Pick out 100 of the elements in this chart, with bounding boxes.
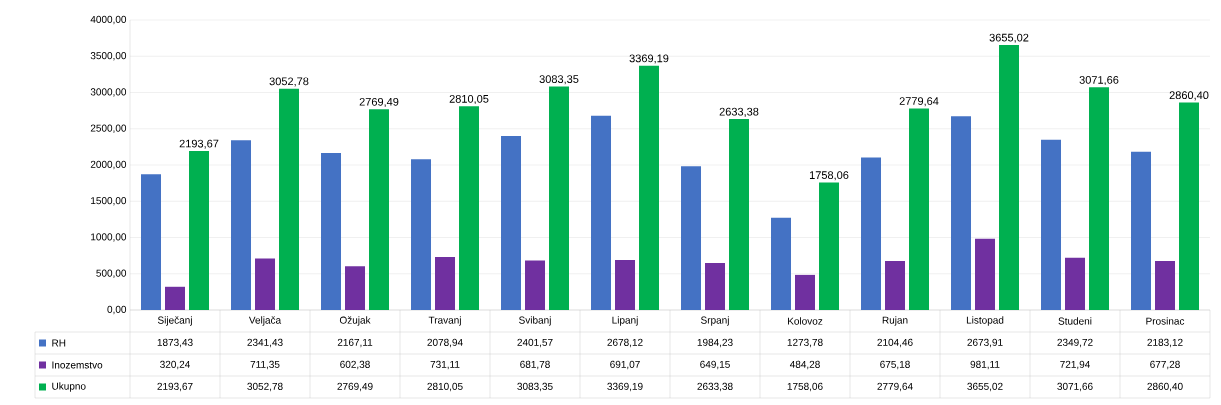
data-label: 2183,12 [1147,338,1183,348]
bar [909,108,930,310]
bar [231,140,252,310]
annotation: 3655,02 [989,33,1029,43]
data-label: 649,15 [700,360,730,370]
x-tick-label: Veljača [248,316,282,326]
bar [681,166,702,310]
y-tick-label: 0,00 [107,305,127,315]
bar [771,217,792,310]
y-tick-label: 3500,00 [90,52,127,61]
bar [189,150,210,310]
data-label: 677,28 [1150,360,1180,370]
data-label: 2779,64 [877,382,913,392]
y-tick-label: 1500,00 [91,197,127,206]
data-label: 320,24 [160,360,190,370]
bar [1065,257,1086,310]
data-label: 2633,38 [697,382,733,392]
x-tick-label: Rujan [882,316,908,326]
annotation: 2769,49 [359,97,399,108]
data-label: 484,28 [789,360,820,370]
data-label: 2673,91 [967,338,1003,348]
data-label: 2769,49 [337,382,373,392]
data-label: 2078,94 [427,338,463,348]
data-label: 1873,43 [157,338,193,348]
bar [435,257,456,310]
annotation: 2193,67 [179,139,219,149]
data-label: 1273,78 [787,338,823,348]
bar [165,286,186,310]
bar [795,274,816,310]
data-label: 675,18 [880,360,910,370]
bar [141,174,162,310]
bar [1089,87,1110,310]
data-label: 3369,19 [607,382,643,392]
data-label: 1984,23 [697,338,733,348]
annotation: 2860,40 [1169,91,1209,101]
y-tick-label: 500,00 [96,269,127,278]
data-label: 2349,72 [1057,338,1093,348]
bar [951,116,972,310]
data-label: 3071,66 [1057,382,1093,392]
data-label: 981,11 [970,360,1000,370]
data-label: 2193,67 [157,382,193,392]
bar [591,115,612,310]
y-tick-label: 4000,00 [90,15,127,25]
annotation: 3071,66 [1079,76,1119,86]
data-label: 1758,06 [787,382,823,392]
bar [729,119,750,310]
annotation: 2633,38 [719,107,759,117]
legend-label: Inozemstvo [52,361,103,369]
bar [1155,260,1176,310]
bar [1041,139,1062,310]
x-tick-label: Travanj [428,316,461,326]
bar [705,262,726,310]
bar [369,109,390,310]
annotation: 2810,05 [449,94,489,105]
x-tick-label: Svibanj [519,316,551,326]
annotation: 3083,35 [539,75,579,85]
bar [525,260,546,310]
bar [615,259,636,310]
bar [885,261,906,310]
data-label: 2860,40 [1147,382,1183,392]
data-label: 3052,78 [247,382,283,392]
bar [639,65,660,310]
bar [975,238,996,310]
bar [1179,102,1200,310]
bar [411,159,432,310]
data-label: 2401,57 [517,338,553,348]
x-tick-label: Lipanj [612,316,638,326]
data-label: 711,35 [250,360,280,370]
data-label: 691,07 [610,360,640,370]
x-tick-label: Ožujak [339,316,371,326]
legend-label: Ukupno [52,382,86,392]
bar [861,157,882,310]
bar [459,106,480,310]
data-label: 3083,35 [517,382,553,392]
bar [501,135,522,310]
legend-label: RH [52,339,66,347]
x-tick-label: Prosinac [1146,317,1185,325]
bar [549,86,570,310]
data-label: 2104,46 [877,338,913,348]
data-label: 2810,05 [427,382,463,392]
data-label: 602,38 [340,360,370,370]
data-label: 731,11 [430,360,460,370]
data-label: 2341,43 [247,338,283,348]
y-tick-label: 3000,00 [90,88,127,97]
bar [321,152,342,310]
annotation: 2779,64 [899,97,939,107]
data-label: 2678,12 [607,338,643,348]
data-label: 3655,02 [967,382,1003,392]
y-tick-label: 1000,00 [91,233,127,242]
bar [1131,151,1152,310]
x-tick-label: Srpanj [701,316,729,326]
y-tick-label: 2500,00 [90,124,127,133]
annotation: 3369,19 [629,54,669,64]
bar [345,266,366,310]
x-tick-label: Siječanj [157,316,192,326]
data-label: 721,94 [1060,360,1090,370]
bar [255,258,276,310]
annotation: 1758,06 [809,171,849,181]
bar [819,182,840,310]
x-tick-label: Kolovoz [788,317,823,325]
